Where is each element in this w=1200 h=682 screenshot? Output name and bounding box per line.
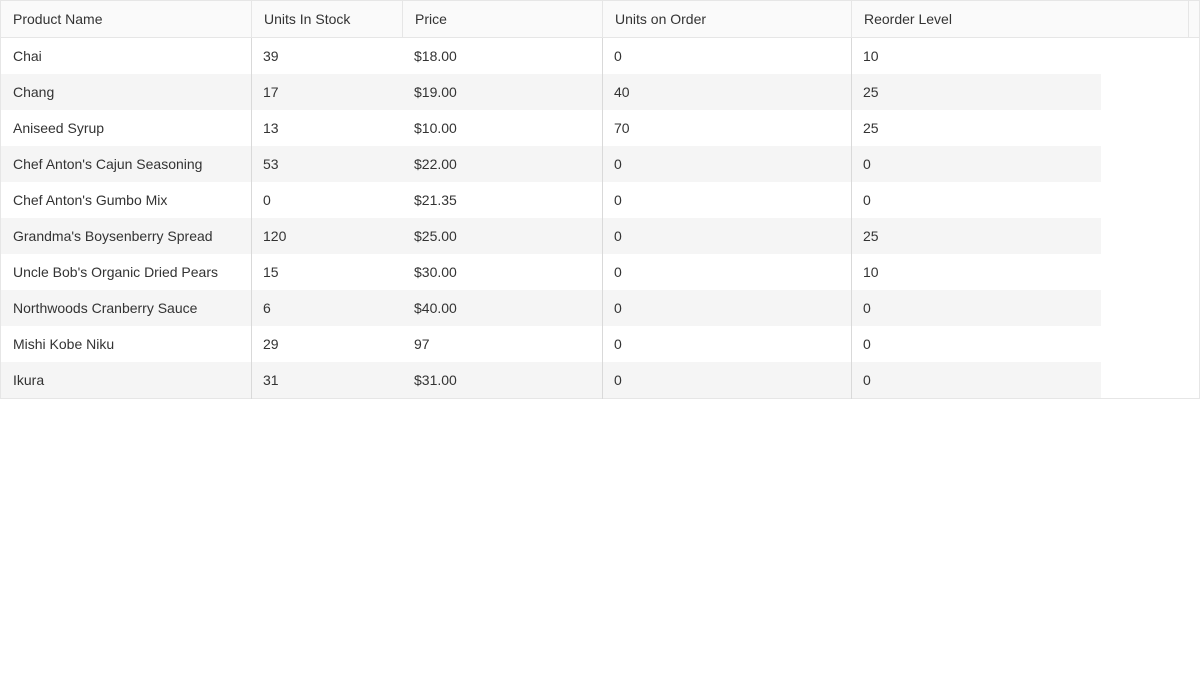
reorder-level-cell: 0 [863, 336, 871, 352]
units-on-order-cell: 0 [614, 264, 622, 280]
price-cell: $30.00 [414, 264, 457, 280]
units-in-stock-cell: 120 [263, 228, 287, 244]
price-cell: $19.00 [414, 84, 457, 100]
units-in-stock-cell: 29 [263, 336, 279, 352]
product-name-cell: Northwoods Cranberry Sauce [13, 300, 198, 316]
column-divider [251, 38, 252, 399]
table-row[interactable]: Aniseed Syrup 13 $10.00 70 25 [1, 110, 1101, 146]
units-in-stock-cell: 13 [263, 120, 279, 136]
products-grid: Product Name Units In Stock Price Units … [0, 0, 1200, 399]
price-cell: $18.00 [414, 48, 457, 64]
reorder-level-cell: 25 [863, 228, 879, 244]
product-name-cell: Chang [13, 84, 55, 100]
units-in-stock-cell: 31 [263, 372, 279, 388]
grid-header: Product Name Units In Stock Price Units … [1, 1, 1199, 38]
product-name-cell: Chai [13, 48, 42, 64]
units-on-order-cell: 0 [614, 192, 622, 208]
units-on-order-cell: 40 [614, 84, 630, 100]
units-on-order-cell: 0 [614, 336, 622, 352]
table-row[interactable]: Chang 17 $19.00 40 25 [1, 74, 1101, 110]
product-name-cell: Ikura [13, 372, 45, 388]
units-in-stock-cell: 53 [263, 156, 279, 172]
product-name-cell: Grandma's Boysenberry Spread [13, 228, 213, 244]
column-header-units-on-order[interactable]: Units on Order [602, 1, 851, 37]
table-row[interactable]: Northwoods Cranberry Sauce 6 $40.00 0 0 [1, 290, 1101, 326]
table-row[interactable]: Grandma's Boysenberry Spread 120 $25.00 0 25 [1, 218, 1101, 254]
price-cell: 97 [414, 336, 430, 352]
table-row[interactable]: Mishi Kobe Niku 29 97 0 0 [1, 326, 1101, 362]
table-row[interactable]: Chef Anton's Cajun Seasoning 53 $22.00 0 0 [1, 146, 1101, 182]
price-cell: $21.35 [414, 192, 457, 208]
units-on-order-cell: 0 [614, 300, 622, 316]
units-on-order-cell: 70 [614, 120, 630, 136]
reorder-level-cell: 10 [863, 264, 879, 280]
grid-body: Chai 39 $18.00 0 10 Chang 17 $19.00 40 25 Aniseed … [1, 38, 1199, 399]
units-on-order-cell: 0 [614, 372, 622, 388]
table-row[interactable]: Chef Anton's Gumbo Mix 0 $21.35 0 0 [1, 182, 1101, 218]
product-name-cell: Chef Anton's Cajun Seasoning [13, 156, 203, 172]
column-divider [851, 38, 852, 399]
product-name-cell: Chef Anton's Gumbo Mix [13, 192, 168, 208]
price-cell: $22.00 [414, 156, 457, 172]
table-row[interactable]: Uncle Bob's Organic Dried Pears 15 $30.00 0… [1, 254, 1101, 290]
column-header-units-in-stock[interactable]: Units In Stock [251, 1, 402, 37]
units-in-stock-cell: 6 [263, 300, 271, 316]
table-row[interactable]: Ikura 31 $31.00 0 0 [1, 362, 1101, 398]
reorder-level-cell: 0 [863, 192, 871, 208]
table-row[interactable]: Chai 39 $18.00 0 10 [1, 38, 1101, 74]
header-scrollbar-gutter [1188, 1, 1199, 37]
product-name-cell: Aniseed Syrup [13, 120, 105, 136]
column-divider [602, 38, 603, 399]
column-header-product-name[interactable]: Product Name [13, 11, 103, 27]
reorder-level-cell: 25 [863, 84, 879, 100]
units-on-order-cell: 0 [614, 156, 622, 172]
reorder-level-cell: 10 [863, 48, 879, 64]
units-on-order-cell: 0 [614, 48, 622, 64]
units-in-stock-cell: 15 [263, 264, 279, 280]
units-in-stock-cell: 39 [263, 48, 279, 64]
price-cell: $40.00 [414, 300, 457, 316]
units-in-stock-cell: 17 [263, 84, 279, 100]
units-in-stock-cell: 0 [263, 192, 271, 208]
reorder-level-cell: 25 [863, 120, 879, 136]
price-cell: $31.00 [414, 372, 457, 388]
reorder-level-cell: 0 [863, 372, 871, 388]
product-name-cell: Mishi Kobe Niku [13, 336, 115, 352]
column-header-reorder-level[interactable]: Reorder Level [851, 1, 1188, 37]
column-header-price[interactable]: Price [402, 1, 602, 37]
price-cell: $25.00 [414, 228, 457, 244]
reorder-level-cell: 0 [863, 300, 871, 316]
price-cell: $10.00 [414, 120, 457, 136]
reorder-level-cell: 0 [863, 156, 871, 172]
units-on-order-cell: 0 [614, 228, 622, 244]
product-name-cell: Uncle Bob's Organic Dried Pears [13, 264, 218, 280]
